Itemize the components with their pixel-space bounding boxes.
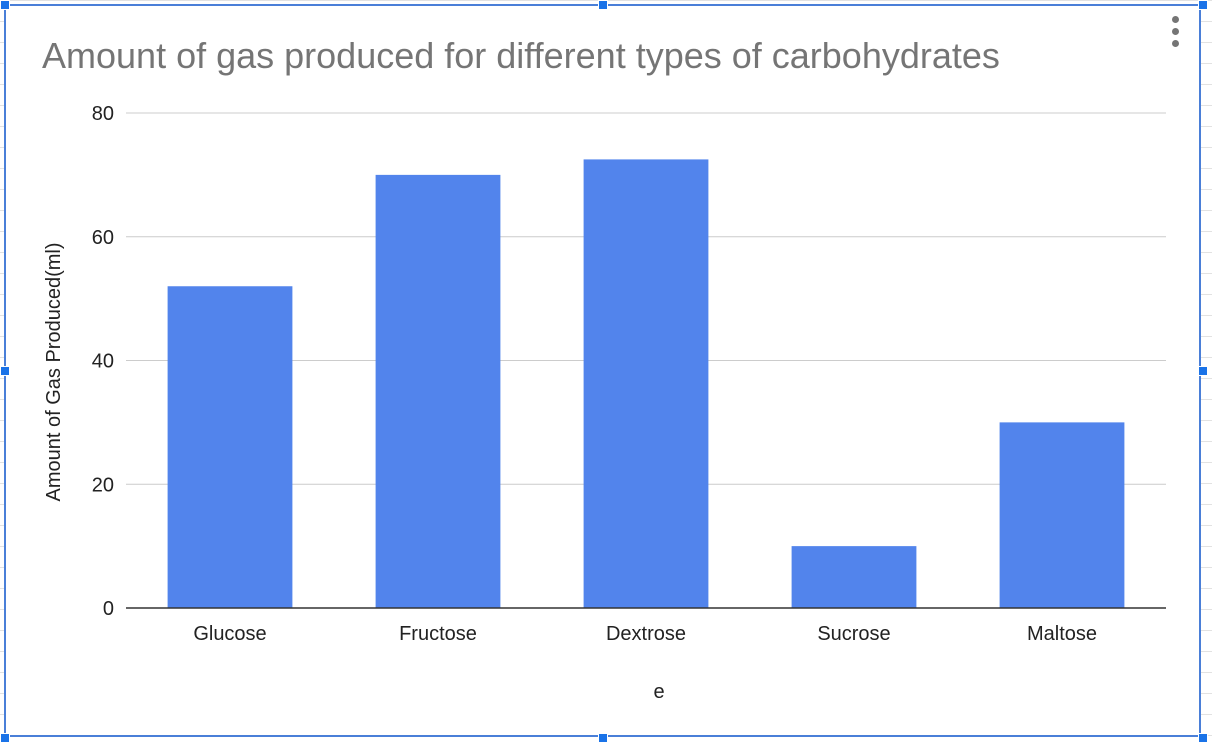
resize-handle-bottom-left[interactable] bbox=[0, 733, 10, 743]
y-axis-ticks: 0 20 40 60 80 bbox=[92, 103, 114, 620]
resize-handle-bottom-center[interactable] bbox=[598, 733, 608, 743]
y-tick-label: 60 bbox=[92, 227, 114, 249]
x-tick-label: Dextrose bbox=[606, 623, 686, 645]
x-tick-label: Fructose bbox=[399, 623, 477, 645]
y-tick-label: 40 bbox=[92, 351, 114, 373]
bar-glucose[interactable] bbox=[167, 286, 293, 608]
resize-handle-middle-right[interactable] bbox=[1198, 366, 1208, 376]
x-axis-ticks: Glucose Fructose Dextrose Sucrose Maltose bbox=[193, 623, 1097, 645]
more-vert-icon[interactable] bbox=[1166, 14, 1186, 50]
chart-title: Amount of gas produced for different typ… bbox=[42, 35, 1000, 76]
resize-handle-top-center[interactable] bbox=[598, 0, 608, 10]
x-axis-label: e bbox=[653, 681, 664, 703]
bar-fructose[interactable] bbox=[375, 174, 501, 608]
y-tick-label: 80 bbox=[92, 103, 114, 125]
x-tick-label: Glucose bbox=[193, 623, 266, 645]
y-tick-label: 0 bbox=[103, 598, 114, 620]
y-axis-label: Amount of Gas Produced(ml) bbox=[43, 243, 65, 502]
resize-handle-bottom-right[interactable] bbox=[1198, 733, 1208, 743]
resize-handle-top-left[interactable] bbox=[0, 0, 10, 10]
resize-handle-middle-left[interactable] bbox=[0, 366, 10, 376]
x-tick-label: Sucrose bbox=[817, 623, 890, 645]
bars bbox=[167, 159, 1125, 608]
resize-handle-top-right[interactable] bbox=[1198, 0, 1208, 10]
bar-maltose[interactable] bbox=[999, 422, 1125, 608]
bar-sucrose[interactable] bbox=[791, 546, 917, 608]
y-tick-label: 20 bbox=[92, 474, 114, 496]
bar-dextrose[interactable] bbox=[583, 159, 709, 608]
x-tick-label: Maltose bbox=[1027, 623, 1097, 645]
